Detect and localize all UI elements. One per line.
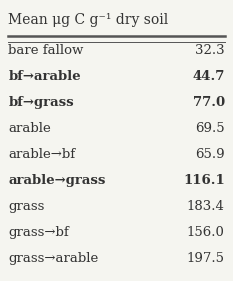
Text: bare fallow: bare fallow bbox=[8, 44, 84, 56]
Text: Mean μg C g⁻¹ dry soil: Mean μg C g⁻¹ dry soil bbox=[8, 13, 168, 26]
Text: 32.3: 32.3 bbox=[195, 44, 225, 56]
Text: 77.0: 77.0 bbox=[193, 96, 225, 109]
Text: arable→bf: arable→bf bbox=[8, 148, 75, 161]
Text: grass: grass bbox=[8, 200, 45, 213]
Text: arable→grass: arable→grass bbox=[8, 174, 106, 187]
Text: 183.4: 183.4 bbox=[187, 200, 225, 213]
Text: arable: arable bbox=[8, 122, 51, 135]
Text: grass→bf: grass→bf bbox=[8, 226, 69, 239]
Text: 44.7: 44.7 bbox=[192, 70, 225, 83]
Text: grass→arable: grass→arable bbox=[8, 252, 99, 265]
Text: 65.9: 65.9 bbox=[195, 148, 225, 161]
Text: 197.5: 197.5 bbox=[187, 252, 225, 265]
Text: 69.5: 69.5 bbox=[195, 122, 225, 135]
Text: 116.1: 116.1 bbox=[183, 174, 225, 187]
Text: bf→grass: bf→grass bbox=[8, 96, 74, 109]
Text: 156.0: 156.0 bbox=[187, 226, 225, 239]
Text: bf→arable: bf→arable bbox=[8, 70, 81, 83]
